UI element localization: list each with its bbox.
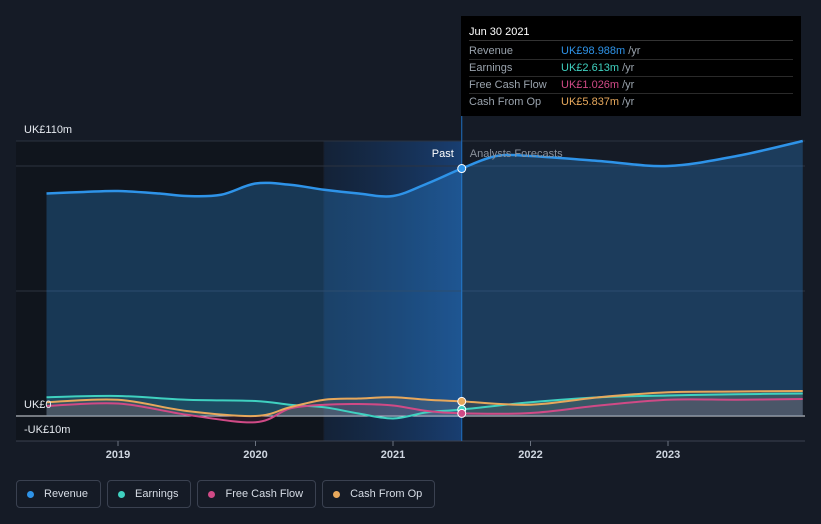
series-line-revenue <box>46 139 804 198</box>
tooltip-unit: /yr <box>622 79 635 91</box>
tooltip-label: Revenue <box>469 45 514 57</box>
series-area-revenue <box>46 141 803 416</box>
series-marker-free-cash-flow <box>457 408 467 418</box>
series-line-free-cash-flow <box>46 398 803 424</box>
tooltip-value: UK£1.026m <box>561 79 620 91</box>
legend-label: Earnings <box>135 488 179 500</box>
tooltip-value: UK£2.613m <box>561 62 620 74</box>
y-tick-label: -UK£10m <box>24 424 70 436</box>
x-tick-label: 2020 <box>243 449 267 461</box>
tooltip-row-free-cash-flow: Free Cash Flow UK£1.026m /yr <box>469 77 793 94</box>
series-marker-revenue <box>457 164 467 174</box>
tooltip-label: Free Cash Flow <box>469 79 547 91</box>
tooltip-label: Cash From Op <box>469 96 542 108</box>
y-tick-label: UK£0 <box>24 399 52 411</box>
legend-dot-icon <box>208 490 216 498</box>
legend: Revenue Earnings Free Cash Flow Cash Fro… <box>16 480 436 508</box>
x-tick-label: 2022 <box>518 449 542 461</box>
series-area-earnings <box>46 393 803 419</box>
series-line-cash-from-op <box>46 390 803 418</box>
legend-item-earnings[interactable]: Earnings <box>107 480 192 508</box>
axis-labels: 2019 2020 2021 2022 2023 UK£110m UK£0 -UK£10m Pa… <box>24 124 680 461</box>
tooltip-row-earnings: Earnings UK£2.613m /yr <box>469 60 793 77</box>
series-lines <box>46 139 804 424</box>
highlight-markers <box>457 164 467 418</box>
tooltip-unit: /yr <box>628 45 641 57</box>
tooltip-row-revenue: Revenue UK£98.988m /yr <box>469 43 793 60</box>
forecast-label: Analysts Forecasts <box>470 148 563 160</box>
x-tick-label: 2019 <box>106 449 130 461</box>
series-line-earnings <box>46 392 803 420</box>
tooltip-value: UK£5.837m <box>561 96 620 108</box>
legend-label: Cash From Op <box>350 488 423 500</box>
series-marker-cash-from-op <box>457 396 467 406</box>
y-tick-label: UK£110m <box>24 124 72 136</box>
legend-dot-icon <box>118 490 126 498</box>
tooltip-date: Jun 30 2021 <box>469 24 793 41</box>
x-tick-label: 2021 <box>381 449 405 461</box>
legend-label: Free Cash Flow <box>225 488 304 500</box>
legend-dot-icon <box>333 490 341 498</box>
tooltip-label: Earnings <box>469 62 513 74</box>
legend-item-cash-from-op[interactable]: Cash From Op <box>322 480 436 508</box>
legend-item-revenue[interactable]: Revenue <box>16 480 102 508</box>
tooltip-unit: /yr <box>622 62 635 74</box>
x-tick-label: 2023 <box>656 449 680 461</box>
tooltip-value: UK£98.988m <box>561 45 626 57</box>
past-label: Past <box>432 148 454 160</box>
legend-dot-icon <box>27 490 34 498</box>
legend-item-free-cash-flow[interactable]: Free Cash Flow <box>197 480 317 508</box>
tooltip-unit: /yr <box>622 96 635 108</box>
tooltip-row-cash-from-op: Cash From Op UK£5.837m /yr <box>469 94 793 110</box>
tooltip: Jun 30 2021 Revenue UK£98.988m /yr Earni… <box>461 16 801 116</box>
legend-label: Revenue <box>44 488 89 500</box>
